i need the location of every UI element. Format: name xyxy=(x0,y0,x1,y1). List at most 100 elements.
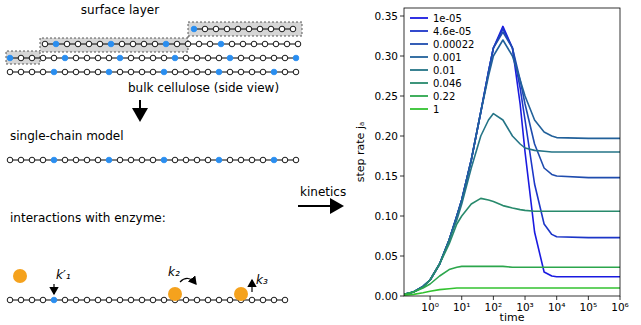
glucose-unit xyxy=(117,69,123,75)
legend-swatch xyxy=(410,108,428,110)
glucose-unit xyxy=(172,157,178,163)
glucose-unit xyxy=(152,41,158,47)
glucose-unit xyxy=(194,297,200,303)
glucose-unit xyxy=(172,69,178,75)
glucose-unit xyxy=(260,297,266,303)
glucose-unit xyxy=(117,157,123,163)
series-line xyxy=(404,288,620,295)
glucose-unit xyxy=(257,26,263,32)
glucose-unit xyxy=(207,41,213,47)
glucose-unit xyxy=(293,69,299,75)
glucose-unit xyxy=(194,55,200,61)
y-tick xyxy=(400,176,404,177)
glucose-unit xyxy=(29,157,35,163)
glucose-reducing xyxy=(51,157,57,163)
glucose-unit xyxy=(7,297,13,303)
glucose-unit xyxy=(18,55,24,61)
glucose-reducing xyxy=(106,69,112,75)
glucose-unit xyxy=(141,41,147,47)
series-line xyxy=(404,29,620,295)
x-tick-label: 10⁰ xyxy=(421,301,439,313)
glucose-unit xyxy=(130,41,136,47)
chain xyxy=(7,69,299,75)
glucose-unit xyxy=(224,26,230,32)
rate-label: k′₁ xyxy=(56,268,71,282)
unbinding-arrow xyxy=(251,280,252,292)
glucose-unit xyxy=(235,26,241,32)
y-tick xyxy=(400,296,404,297)
glucose-unit xyxy=(202,26,208,32)
surface-label: surface layer xyxy=(81,3,159,17)
glucose-reducing xyxy=(108,41,114,47)
glucose-unit xyxy=(139,55,145,61)
legend-swatch xyxy=(410,17,428,19)
enzyme xyxy=(234,287,248,301)
series-line xyxy=(404,114,620,295)
glucose-unit xyxy=(106,55,112,61)
legend-swatch xyxy=(410,43,428,45)
legend-label: 0.22 xyxy=(433,91,455,102)
legend-swatch xyxy=(410,69,428,71)
glucose-unit xyxy=(95,157,101,163)
glucose-reducing xyxy=(271,69,277,75)
glucose-unit xyxy=(282,297,288,303)
enzyme xyxy=(13,269,27,283)
glucose-unit xyxy=(128,157,134,163)
legend-label: 0.001 xyxy=(433,52,462,63)
binding-arrow xyxy=(53,284,54,294)
y-tick xyxy=(400,16,404,17)
glucose-unit xyxy=(227,297,233,303)
glucose-unit xyxy=(213,26,219,32)
legend-label: 0.046 xyxy=(433,78,462,89)
glucose-unit xyxy=(240,41,246,47)
glucose-unit xyxy=(260,157,266,163)
model-label: single-chain model xyxy=(10,129,124,143)
x-tick xyxy=(461,296,462,300)
chain xyxy=(42,41,301,47)
glucose-reducing xyxy=(161,69,167,75)
legend-label: 0.01 xyxy=(433,65,455,76)
legend-swatch xyxy=(410,56,428,58)
glucose-reducing xyxy=(7,55,13,61)
down-arrow xyxy=(139,100,141,120)
glucose-unit xyxy=(29,69,35,75)
glucose-unit xyxy=(282,69,288,75)
y-axis-title: step rate jₐ xyxy=(354,122,367,183)
plot-frame xyxy=(404,8,620,296)
step-arrow xyxy=(180,278,196,284)
legend-label: 0.00022 xyxy=(433,39,474,50)
legend-swatch xyxy=(410,95,428,97)
glucose-unit xyxy=(161,55,167,61)
glucose-unit xyxy=(128,55,134,61)
glucose-unit xyxy=(183,157,189,163)
y-tick-label: 0.25 xyxy=(375,90,398,102)
glucose-unit xyxy=(84,55,90,61)
legend-label: 1e-05 xyxy=(433,13,462,24)
glucose-reducing xyxy=(216,69,222,75)
glucose-unit xyxy=(62,157,68,163)
glucose-unit xyxy=(29,55,35,61)
y-tick-label: 0.20 xyxy=(375,130,398,142)
glucose-unit xyxy=(95,55,101,61)
diagram: surface layerbulk cellulose (side view)s… xyxy=(6,3,346,303)
chart: 0.000.050.100.150.200.250.300.3510⁰10¹10… xyxy=(354,8,629,324)
chain-link xyxy=(45,44,298,45)
glucose-unit xyxy=(282,55,288,61)
glucose-unit xyxy=(62,69,68,75)
x-tick-label: 10⁶ xyxy=(611,301,629,313)
glucose-unit xyxy=(260,69,266,75)
y-tick-label: 0.05 xyxy=(375,250,398,262)
y-tick-label: 0.00 xyxy=(375,290,398,302)
glucose-unit xyxy=(51,55,57,61)
glucose-unit xyxy=(119,41,125,47)
rate-label: k₃ xyxy=(256,273,268,287)
glucose-reducing xyxy=(106,157,112,163)
plot-lines xyxy=(404,26,620,295)
glucose-unit xyxy=(97,41,103,47)
y-tick xyxy=(400,136,404,137)
glucose-unit xyxy=(249,297,255,303)
glucose-unit xyxy=(64,41,70,47)
chain xyxy=(7,55,299,61)
glucose-reducing xyxy=(227,55,233,61)
glucose-unit xyxy=(229,41,235,47)
